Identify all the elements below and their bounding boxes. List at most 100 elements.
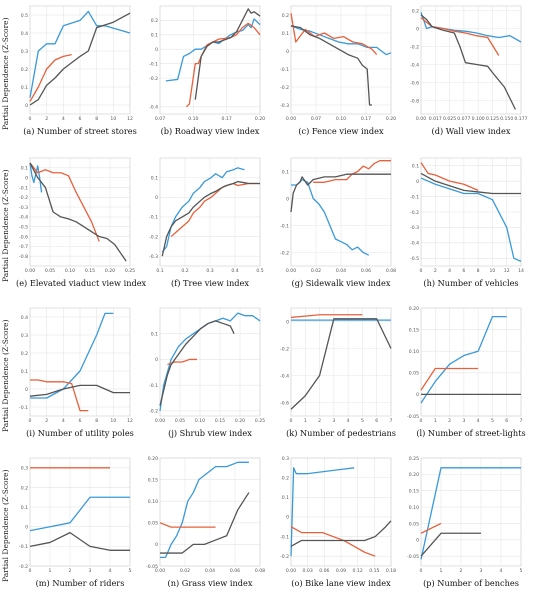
x-tick-label: 0.00	[25, 268, 35, 274]
x-tick-label: 0	[290, 418, 293, 424]
x-tick-label: 0	[420, 418, 423, 424]
x-tick-label: 10	[110, 116, 116, 122]
plot-frame	[420, 157, 522, 267]
x-tick-label: 0.2	[181, 268, 188, 274]
x-tick-label: 5	[491, 418, 494, 424]
series-line-m-3	[29, 531, 130, 551]
x-tick-label: 8	[477, 268, 480, 274]
y-tick-label: -0.2	[149, 409, 158, 415]
series-line-h-1	[420, 177, 522, 262]
y-tick-label: 0	[286, 49, 289, 55]
y-tick-label: -0.05	[146, 564, 158, 570]
chart-panel-a: 0 0.1 0.2 0.3 0.4 0.5 0 2 4 6 8 10 12 (a) Number of s…	[21, 5, 137, 144]
series-line-n-3	[160, 492, 250, 554]
y-tick-label: 0.1	[282, 495, 289, 501]
plot-frame	[420, 457, 522, 567]
chart-svg-m: -0.2 -0.1 0 0.1 0.2 0.3 0 1 2 3 4 5	[19, 457, 132, 574]
chart-panel-g: -0.2 -0.1 0 0.1 0.00 0.02 0.04 0.06 0.08 (g) Side…	[280, 157, 396, 296]
x-tick-label: 0	[29, 568, 32, 574]
x-tick-label: 8	[95, 116, 98, 122]
series-line-f-2	[170, 182, 260, 238]
y-tick-label: 0.10	[409, 349, 419, 355]
series-line-g-3	[290, 173, 391, 213]
y-axis-label-row-3: Partial Dependence (Z-Score)	[1, 319, 10, 433]
x-tick-label: 3	[462, 418, 465, 424]
series-line-l-2	[420, 367, 479, 391]
plot-area	[421, 458, 521, 566]
x-tick-label: 10	[110, 418, 116, 424]
y-tick-label: 0.2	[21, 485, 28, 491]
x-tick-label: 0.07	[155, 116, 165, 122]
y-tick-label: 0.3	[282, 456, 289, 462]
x-tick-label: 0.3	[206, 268, 213, 274]
y-tick-label: -0.2	[410, 44, 419, 50]
y-tick-label: 0.2	[151, 18, 158, 24]
chart-panel-l: -0.05 0 0.05 0.10 0.15 0.20 0 1 2 3 4 5 6 7 (l) Number…	[407, 306, 526, 446]
x-tick-label: 0.06	[230, 568, 240, 574]
x-tick-label: 0.100	[472, 116, 485, 122]
panel-caption-m: (m) Number of riders	[35, 578, 125, 588]
x-tick-label: 2	[434, 268, 437, 274]
series-line-e-2	[29, 162, 100, 242]
y-tick-label: -0.4	[280, 373, 289, 379]
y-tick-label: -0.4	[410, 62, 419, 68]
x-tick-label: 0.03	[303, 568, 313, 574]
series-line-o-1	[290, 467, 355, 557]
panel-caption-c: (c) Fence view index	[298, 126, 384, 136]
chart-panel-f: 0.1 0 -0.1 -0.2 -0.3 0.1 0.2 0.3 0.4 0.5 (f) Tree …	[149, 157, 264, 296]
chart-panel-p: -0.05 0 0.05 0.10 0.15 0.20 0.25 0 1 2 3 4 5 (p) Numb…	[407, 456, 523, 596]
y-tick-label: 0	[286, 196, 289, 202]
y-tick-label: -0.8	[19, 254, 28, 260]
series-line-a-2	[29, 53, 72, 102]
chart-panel-m: -0.2 -0.1 0 0.1 0.2 0.3 0 1 2 3 4 5 (m) Number of ri…	[19, 457, 132, 596]
y-tick-label: 0.10	[148, 499, 158, 505]
chart-panel-h: -0.5 -0.4 -0.3 -0.2 -0.1 0 0.1 0 2 4 6 8 10 12 14 (h) N…	[410, 157, 524, 296]
x-tick-label: 0.04	[336, 268, 346, 274]
y-tick-label: -0.1	[280, 67, 289, 73]
plot-frame	[290, 457, 392, 567]
x-tick-label: 0.177	[514, 116, 527, 122]
x-tick-label: 0.025	[443, 116, 456, 122]
y-tick-label: -0.3	[280, 103, 289, 109]
y-tick-label: -0.6	[410, 80, 419, 86]
y-tick-label: 0.3	[21, 466, 28, 472]
series-line-l-1	[420, 315, 507, 404]
series-line-k-3	[290, 318, 392, 410]
y-tick-label: -0.1	[19, 544, 28, 550]
x-tick-label: 0.4	[231, 268, 238, 274]
series-line-d-3	[420, 14, 517, 110]
series-line-h-3	[420, 172, 521, 195]
y-tick-label: 0	[155, 195, 158, 201]
x-tick-label: 2	[45, 418, 48, 424]
y-tick-label: -0.2	[149, 234, 158, 240]
x-tick-label: 0	[420, 268, 423, 274]
x-tick-label: 0.00	[155, 418, 165, 424]
chart-svg-f: 0.1 0 -0.1 -0.2 -0.3 0.1 0.2 0.3 0.4 0.5	[149, 157, 264, 274]
plot-frame	[290, 5, 392, 115]
x-tick-label: 0.20	[235, 418, 245, 424]
plot-frame	[159, 457, 261, 567]
x-tick-label: 0.15	[369, 568, 379, 574]
x-tick-label: 0.00	[286, 268, 296, 274]
chart-panel-c: -0.3 -0.2 -0.1 0 0.1 0.2 0.00 0.07 0.10 0.17 0.20(…	[280, 5, 396, 144]
x-tick-label: 3	[89, 568, 92, 574]
y-tick-label: 0.05	[148, 521, 158, 527]
panel-caption-b: (b) Roadway view index	[160, 126, 260, 136]
chart-svg-b: 0.20.10-0.1-0.2-0.40.07 0.10 0.17 0.20	[149, 5, 265, 122]
x-tick-label: 0.10	[188, 116, 198, 122]
y-tick-label: 0.1	[21, 505, 28, 511]
y-tick-label: -0.05	[407, 414, 419, 420]
x-tick-label: 0.17	[222, 116, 232, 122]
x-tick-label: 0.25	[125, 268, 135, 274]
x-tick-label: 5	[520, 568, 523, 574]
y-tick-label: 0	[25, 525, 28, 531]
y-tick-label: 0.2	[282, 475, 289, 481]
x-tick-label: 7	[390, 418, 393, 424]
x-tick-label: 2	[318, 418, 321, 424]
y-tick-label: 0.2	[21, 351, 28, 357]
x-tick-label: 4	[347, 418, 350, 424]
x-tick-label: 0.10	[336, 116, 346, 122]
x-tick-label: 2	[45, 116, 48, 122]
y-axis-label-row-1: Partial Dependence (Z-Score)	[1, 17, 10, 131]
